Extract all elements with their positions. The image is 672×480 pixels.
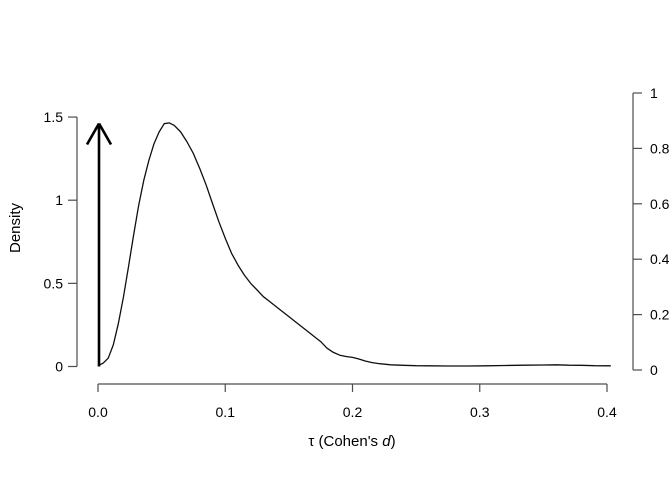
x-axis-tick-label: 0.1 bbox=[216, 404, 236, 420]
y-axis-title: Density bbox=[7, 202, 24, 254]
right-axis-tick-label: 0.2 bbox=[650, 307, 670, 323]
right-axis-tick-label: 0 bbox=[650, 362, 658, 378]
point-mass-arrow-group bbox=[85, 122, 113, 367]
right-axis-tick-label: 0.6 bbox=[650, 196, 670, 212]
x-axis-title-italic-d: d bbox=[382, 433, 391, 450]
right-axis-tick-label: 0.4 bbox=[650, 251, 670, 267]
density-curve-group bbox=[97, 122, 611, 367]
point-mass-arrow-head-right bbox=[97, 122, 113, 146]
x-axis-title: τ (Cohen's d) bbox=[252, 433, 452, 450]
left-axis-tick-label: 0.5 bbox=[44, 275, 64, 291]
right-axis-tick-label: 1 bbox=[650, 85, 658, 101]
left-axis-tick-label: 0 bbox=[55, 359, 63, 375]
axes-group: 0 0.5 1 1.5 0 0.2 0.4 0.6 0.8 1 0.0 0.1 0.2 0.3 0.4 bbox=[44, 85, 670, 420]
x-axis-tick-label: 0.3 bbox=[470, 404, 490, 420]
left-axis-tick-label: 1.5 bbox=[44, 109, 64, 125]
right-axis-tick-label: 0.8 bbox=[650, 140, 670, 156]
x-axis-tick-label: 0.4 bbox=[597, 404, 617, 420]
left-axis-tick-label: 1 bbox=[55, 192, 63, 208]
x-axis-title-pre: τ (Cohen's bbox=[308, 433, 383, 450]
x-axis-title-post: ) bbox=[390, 433, 396, 450]
x-axis-tick-label: 0.2 bbox=[343, 404, 363, 420]
x-axis-tick-label: 0.0 bbox=[88, 404, 108, 420]
point-mass-arrow-head-left bbox=[85, 122, 101, 146]
density-curve bbox=[97, 122, 611, 367]
